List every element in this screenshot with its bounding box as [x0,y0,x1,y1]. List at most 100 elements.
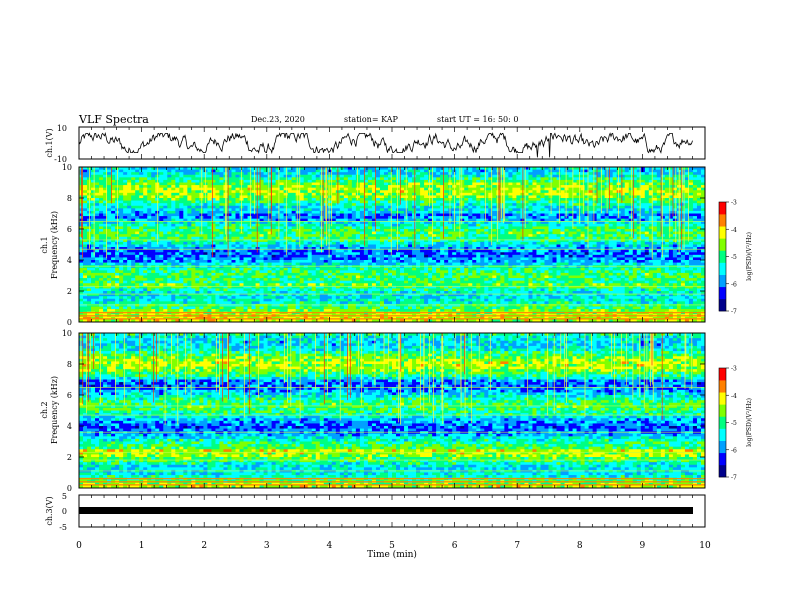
ch1-spectrogram-cell [279,291,284,294]
ch1-spectrogram-cell [179,231,184,235]
ch1-spectrogram-cell [167,208,172,212]
ch1-spectrogram-cell [143,205,148,209]
ch1-spectrogram-cell [271,221,276,225]
ch1-spectrogram-cell [87,257,92,261]
ch1-spectrogram-cell [199,303,204,307]
ch1-spectrogram-cell [295,267,300,271]
ch1-spectrogram-cell [383,260,389,263]
ch1-spectrogram-cell [396,293,401,297]
ch1-spectrogram-cell [167,252,172,256]
ch1-spectrogram-cell [167,247,172,250]
ch1-spectrogram-cell [235,244,240,248]
ch1-spectrogram-cell [271,231,276,235]
ch1-spectrogram-cell [135,257,140,261]
ch1-spectrogram-cell [307,296,313,300]
ch1-spectrogram-cell [279,218,284,222]
ch1-spectrogram-cell [279,293,284,297]
ch1-spectrogram-cell [83,280,88,284]
ch1-spectrogram-cell [143,285,148,289]
ch1-spectrogram-cell [299,208,305,212]
ch1-spectrogram-cell [183,306,188,310]
ch1-spectrogram-cell [375,226,381,230]
ch1-spectrogram-cell [115,291,120,294]
ch1-spectrogram-cell [191,213,196,217]
ch1-spectrogram-cell [235,195,240,199]
ch1-spectrogram-cell [183,195,188,199]
ch1-spectrogram-cell [83,296,88,300]
ch1-spectrogram-cell [211,278,216,281]
ch1-spectrogram-cell [171,169,176,173]
ch1-spectrogram-cell [219,280,224,284]
ch1-spectrogram-cell [191,223,196,227]
ch1-spectrogram-cell [255,169,260,173]
ch1-spectrogram-cell [95,301,100,305]
ch1-spectrogram-cell [367,241,373,245]
ch1-spectrogram-cell [107,260,112,263]
ch1-spectrogram-cell [79,262,84,266]
ch1-spectrogram-cell [223,272,228,276]
ch1-spectrogram-cell [319,244,325,248]
ch1-spectrogram-cell [255,291,260,294]
ch1-spectrogram-cell [179,174,184,178]
ch1-spectrogram-cell [159,210,164,214]
ch1-spectrogram-cell [367,306,373,310]
ch1-spectrogram-cell [392,298,397,302]
ch1-spectrogram-cell [408,203,413,207]
ch1-spectrogram-cell [123,208,128,212]
ch1-spectrogram-cell [243,319,248,323]
ch1-spectrogram-cell [83,309,88,312]
ch1-spectrogram-cell [99,236,104,240]
ch1-spectrogram-cell [231,301,236,305]
ch1-spectrogram-cell [359,291,365,294]
ch1-spectrogram-cell [187,239,192,243]
ch1-spectrogram-cell [131,198,136,201]
ch1-spectrogram-cell [396,260,401,263]
ch1-spectrogram-cell [147,218,152,222]
ch1-spectrogram-cell [339,185,345,188]
ch1-spectrogram-cell [400,296,405,300]
ch1-spectrogram-cell [231,190,236,194]
ch1-spectrogram-cell [159,203,164,207]
ch1-spectrogram-cell [295,192,300,196]
ch1-spectrogram-cell [331,306,337,310]
ch1-spectrogram-cell [367,179,373,183]
ch1-spectrogram-cell [191,283,196,287]
ch1-spectrogram-cell [199,309,204,312]
ch1-spectrogram-cell [95,229,100,232]
ch1-spectrogram-cell [231,234,236,238]
ch1-spectrogram-cell [151,174,156,178]
ch1-spectrogram-cell [275,195,280,199]
ch1-spectrogram-cell [231,270,236,274]
ch1-spectrogram-cell [343,249,349,253]
ch1-spectrogram-cell [239,293,244,297]
ch1-spectrogram-cell [263,223,268,227]
ch1-spectrogram-cell [139,265,144,269]
ch1-spectrogram-cell [259,205,264,209]
ch1-spectrogram-cell [123,187,128,191]
ch1-spectrogram-cell [231,205,236,209]
ch1-spectrogram-cell [371,187,377,191]
ch1-spectrogram-cell [299,187,305,191]
ch1-spectrogram-cell [107,208,112,212]
ch1-spectrogram-cell [255,309,260,312]
ch1-spectrogram-cell [223,296,228,300]
ch1-spectrogram-cell [311,213,317,217]
ch1-spectrogram-cell [307,208,313,212]
ch1-spectrogram-cell [291,244,296,248]
ch1-spectrogram-cell [107,223,112,227]
ch1-spectrogram-cell [311,198,317,201]
ch1-spectrogram-cell [383,249,389,253]
ch1-spectrogram-cell [392,260,397,263]
ch1-spectrogram-cell [255,296,260,300]
ch1-spectrogram-cell [295,223,300,227]
ch1-spectrogram-cell [187,280,192,284]
ch1-spectrogram-cell [191,192,196,196]
ch1-spectrogram-cell [259,229,264,232]
ch1-spectrogram-cell [339,301,345,305]
ch1-spectrogram-cell [87,293,92,297]
ch1-spectrogram-cell [127,249,132,253]
ch1-spectrogram-cell [227,306,232,310]
ch1-spectrogram-cell [127,221,132,225]
ch1-spectrogram-cell [359,270,365,274]
ch1-spectrogram-cell [319,236,325,240]
